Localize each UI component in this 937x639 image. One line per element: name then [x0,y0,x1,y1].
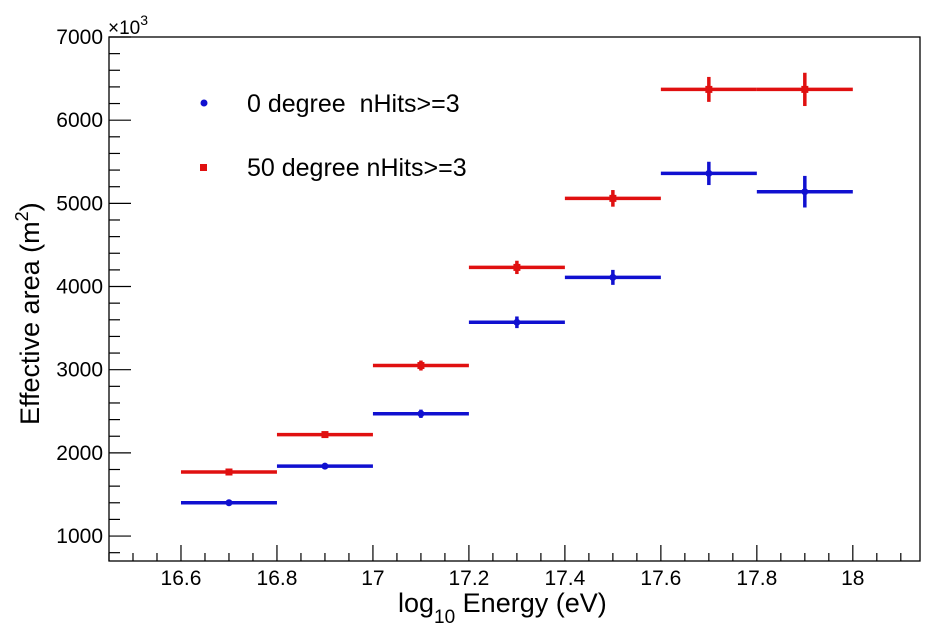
legend-marker-50-degree [200,164,207,171]
series-1 [180,72,853,476]
y-tick-label: 4000 [56,276,103,299]
series-0 [180,161,853,507]
x-tick-label: 16.8 [257,567,298,590]
data-point [801,188,809,196]
x-tick-label: 18 [841,567,864,590]
data-point [321,462,329,470]
x-axis-title: log10 Energy (eV) [398,588,607,628]
data-point [609,273,617,281]
x-tick-label: 17.4 [544,567,585,590]
x-tick-label: 17.6 [640,567,681,590]
y-axis-title-superscript: 2 [12,211,32,221]
data-point [513,318,521,326]
x-axis-title-subscript: 10 [434,607,455,628]
legend: 0 degree nHits>=3 50 degree nHits>=3 [200,90,467,182]
data-point [225,468,233,476]
x-tick-label: 17.8 [736,567,777,590]
data-point [321,431,329,439]
data-point [609,194,617,202]
y-tick-label: 3000 [56,359,103,382]
data-point [513,263,521,271]
data-point [417,410,425,418]
x-tick-label: 17.2 [448,567,489,590]
plot-frame [108,36,921,562]
y-multiplier-base: ×10 [108,18,140,39]
y-axis-title-main: Effective area (m [15,221,45,425]
y-multiplier-exponent: 3 [140,12,148,28]
y-multiplier: ×103 [108,12,148,39]
y-tick-label: 6000 [56,109,103,132]
y-axis-title: Effective area (m2) [12,202,45,425]
x-axis-ticks: 16.6 16.8 17 17.2 17.4 17.6 17.8 18 [108,545,902,590]
legend-label-50-degree: 50 degree nHits>=3 [247,154,467,182]
x-tick-label: 16.6 [161,567,202,590]
x-axis-title-suffix: Energy (eV) [455,588,607,618]
y-tick-label: 5000 [56,192,103,215]
y-axis-ticks: 1000 2000 3000 4000 5000 6000 7000 [56,26,131,554]
series-layer [180,72,853,507]
y-tick-label: 2000 [56,442,103,465]
y-tick-label: 1000 [56,525,103,548]
y-axis-title-close: ) [15,202,45,211]
data-point [225,499,233,507]
data-point [417,362,425,370]
legend-label-0-degree: 0 degree nHits>=3 [247,90,460,118]
data-point [705,169,713,177]
x-tick-label: 17 [361,567,384,590]
x-axis-title-prefix: log [398,588,434,618]
legend-marker-0-degree [200,99,208,107]
y-tick-label: 7000 [56,26,103,49]
data-point [705,85,713,93]
data-point [801,85,809,93]
